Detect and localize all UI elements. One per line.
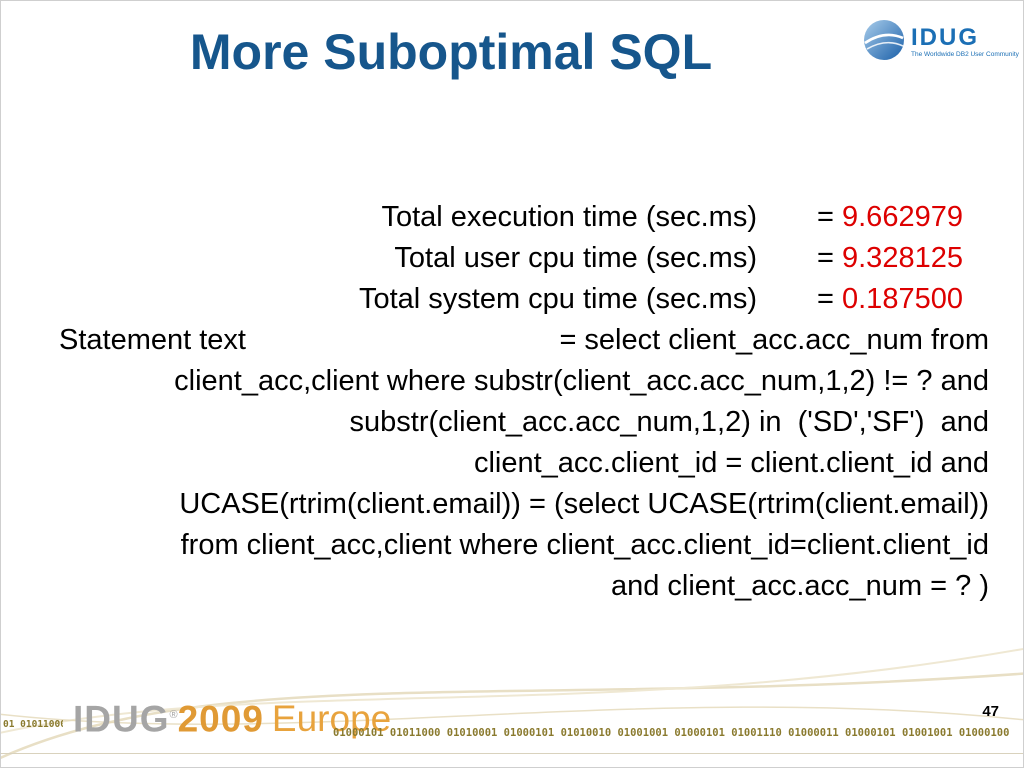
statement-line: and client_acc.acc_num = ? ) <box>610 570 989 602</box>
globe-icon <box>863 19 905 66</box>
idug-logo-text-block: IDUG The Worldwide DB2 User Community <box>911 25 1019 59</box>
statement-line: from client_acc,client where client_acc.… <box>180 529 989 561</box>
footer-brand: IDUG®2009 Europe <box>73 695 391 739</box>
statement-line: substr(client_acc.acc_num,1,2) in ('SD',… <box>349 406 989 438</box>
statement-label: Statement text <box>59 324 246 356</box>
idug-logo-wordmark: IDUG <box>911 24 979 51</box>
binary-pattern-left: 01 01011000 01 00 01000101 01 10 0100010… <box>3 687 63 749</box>
stat-value-group: = 0.187500 <box>817 279 989 320</box>
wave-decoration <box>1 647 1023 759</box>
page-number: 47 <box>982 703 999 720</box>
slide-body: Total execution time (sec.ms) = 9.662979… <box>31 197 989 607</box>
stat-row-user-cpu-time: Total user cpu time (sec.ms) = 9.328125 <box>31 238 989 279</box>
stat-value: 9.662979 <box>842 201 963 233</box>
brand-idug: IDUG <box>73 698 170 740</box>
statement-line: = select client_acc.acc_num from <box>559 324 989 356</box>
statement-line: client_acc.client_id = client.client_id … <box>473 447 989 479</box>
idug-logo-tagline: The Worldwide DB2 User Community <box>911 51 1019 58</box>
footer-divider <box>1 753 1023 754</box>
stat-value: 0.187500 <box>842 283 963 315</box>
statement-line: UCASE(rtrim(client.email)) = (select UCA… <box>179 488 989 520</box>
binary-row: 01000101 01011000 01010001 01000101 0101… <box>333 727 1010 739</box>
registered-mark: ® <box>169 709 178 721</box>
stat-label: Total user cpu time (sec.ms) <box>394 242 757 274</box>
stat-value-group: = 9.328125 <box>817 238 989 279</box>
idug-logo: IDUG The Worldwide DB2 User Community <box>863 13 1019 71</box>
equals-sign: = <box>817 283 834 315</box>
binary-row: 01 01011000 01 <box>3 719 63 730</box>
stat-label: Total execution time (sec.ms) <box>381 201 757 233</box>
equals-sign: = <box>817 201 834 233</box>
stat-row-execution-time: Total execution time (sec.ms) = 9.662979 <box>31 197 989 238</box>
brand-region: Europe <box>271 698 392 740</box>
brand-year: 2009 <box>177 698 264 740</box>
stat-value-group: = 9.662979 <box>817 197 989 238</box>
equals-sign: = <box>817 242 834 274</box>
binary-pattern-main: 01000101 01011000 01010001 01000101 0101… <box>333 693 1021 743</box>
statement-line: client_acc,client where substr(client_ac… <box>174 365 989 397</box>
statement-text-row: Statement text = select client_acc.acc_n… <box>31 320 989 361</box>
stat-label: Total system cpu time (sec.ms) <box>358 283 757 315</box>
stat-value: 9.328125 <box>842 242 963 274</box>
page-title: More Suboptimal SQL <box>189 24 713 80</box>
stat-row-system-cpu-time: Total system cpu time (sec.ms) = 0.18750… <box>31 279 989 320</box>
